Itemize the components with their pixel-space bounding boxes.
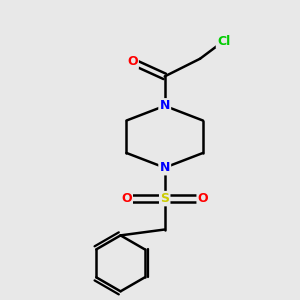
- Text: O: O: [121, 192, 132, 205]
- Text: S: S: [160, 192, 169, 205]
- Text: O: O: [127, 55, 138, 68]
- Text: N: N: [160, 99, 170, 112]
- Text: O: O: [198, 192, 208, 205]
- Text: Cl: Cl: [217, 34, 230, 48]
- Text: N: N: [160, 161, 170, 174]
